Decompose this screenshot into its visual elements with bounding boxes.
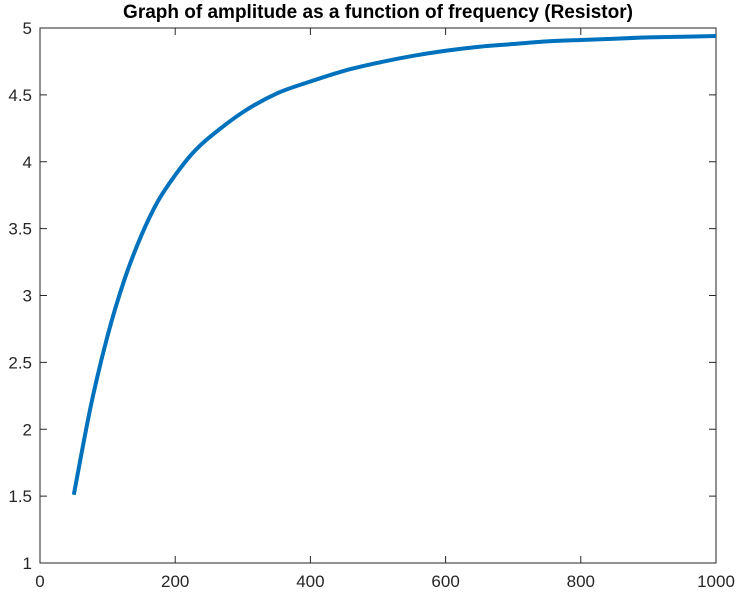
y-tick-label: 1.5 (8, 487, 32, 506)
y-tick-label: 4.5 (8, 86, 32, 105)
x-tick-label: 800 (567, 572, 595, 591)
amplitude-series-line (71, 34, 717, 496)
axis-ticks: 0 200 400 600 800 1000 1 1.5 2 2.5 3 3.5 4 4.5 5 (8, 19, 735, 591)
x-tick-label: 1000 (697, 572, 735, 591)
series-layer (71, 34, 717, 496)
x-tick-label: 200 (161, 572, 189, 591)
y-tick-label: 3 (23, 287, 32, 306)
y-tick-label: 4 (23, 153, 32, 172)
y-tick-label: 3.5 (8, 220, 32, 239)
y-tick-label: 2 (23, 420, 32, 439)
y-tick-label: 1 (23, 554, 32, 573)
y-tick-label: 5 (23, 19, 32, 38)
chart-title: Graph of amplitude as a function of freq… (123, 2, 633, 23)
plot-area-frame (39, 27, 717, 564)
x-tick-label: 0 (35, 572, 44, 591)
x-tick-label: 600 (431, 572, 459, 591)
x-tick-label: 400 (296, 572, 324, 591)
y-tick-label: 2.5 (8, 353, 32, 372)
